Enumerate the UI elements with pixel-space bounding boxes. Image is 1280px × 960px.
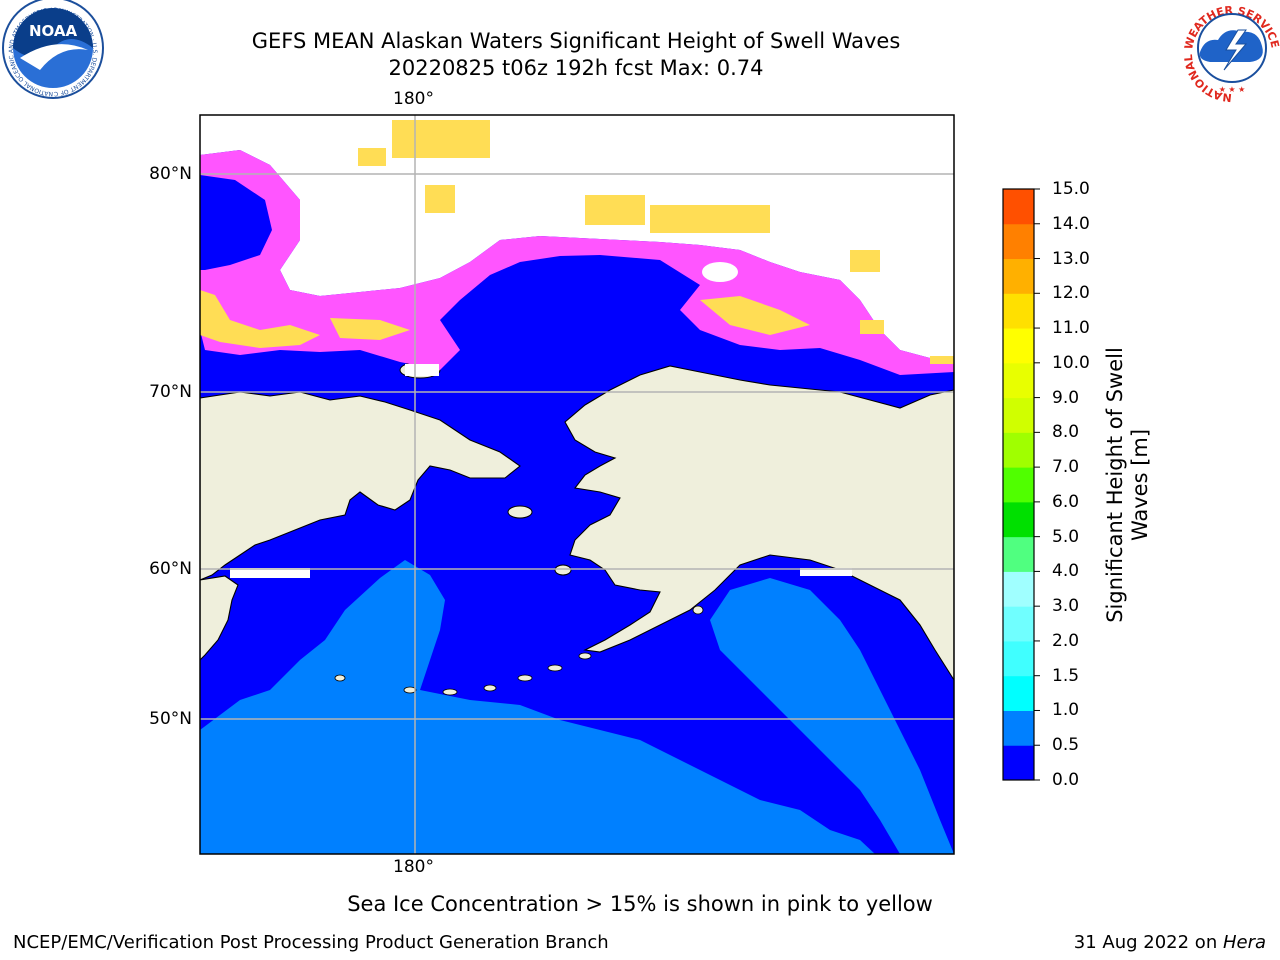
colorbar-tick-label: 4.0 (1052, 561, 1080, 582)
lat-label: 80°N (149, 164, 192, 184)
colorbar-band (1003, 432, 1034, 468)
colorbar-band (1003, 640, 1034, 677)
land-chukotka (200, 391, 521, 581)
colorbar-band (1003, 223, 1034, 260)
colorbar-band (1003, 258, 1034, 294)
colorbar (1003, 188, 1040, 781)
colorbar-label-line1: Significant Height of Swell (1103, 347, 1127, 623)
colorbar-label-line2: Waves [m] (1128, 428, 1152, 542)
sea-ice-yellow-patches (200, 120, 954, 364)
colorbar-tick-label: 15.0 (1052, 179, 1090, 199)
colorbar-band (1003, 710, 1034, 746)
colorbar-tick-label: 2.0 (1052, 630, 1080, 651)
colorbar-band (1003, 571, 1034, 607)
colorbar-band (1003, 675, 1034, 711)
lon-label-top: 180° (393, 89, 434, 109)
swell-region-southwest (200, 560, 875, 854)
arctic-no-data (200, 115, 954, 362)
island-nunivak (554, 564, 572, 576)
colorbar-band (1003, 397, 1034, 433)
colorbar-tick-label: 5.0 (1052, 526, 1080, 547)
colorbar-tick-label: 13.0 (1052, 248, 1090, 269)
map-area (200, 115, 954, 854)
chart-title: GEFS MEAN Alaskan Waters Significant Hei… (251, 29, 901, 53)
ice-note: Sea Ice Concentration > 15% is shown in … (347, 892, 933, 916)
colorbar-tick-label: 14.0 (1052, 213, 1090, 234)
map-frame (199, 114, 955, 855)
footer-date: 31 Aug 2022 on Hera (1074, 932, 1266, 954)
colorbar-tick-label: 0.0 (1052, 770, 1080, 790)
colorbar-band (1003, 536, 1034, 572)
colorbar-band (1003, 328, 1034, 364)
colorbar-tick-label: 9.0 (1052, 387, 1080, 408)
land-kamchatka (200, 575, 239, 661)
colorbar-band (1003, 362, 1034, 399)
footer-credit: NCEP/EMC/Verification Post Processing Pr… (13, 932, 609, 953)
colorbar-tick-label: 12.0 (1052, 283, 1090, 304)
lat-label: 70°N (149, 382, 192, 402)
footer-date-text: 31 Aug 2022 on (1073, 932, 1223, 953)
swell-region-southeast (710, 578, 954, 854)
colorbar-tick-label: 1.0 (1052, 700, 1080, 721)
aleutian-islands (334, 605, 704, 696)
colorbar-band (1003, 467, 1034, 503)
colorbar-frame (1002, 188, 1035, 781)
colorbar-tick-label: 10.0 (1052, 352, 1090, 373)
colorbar-tick-label: 1.5 (1052, 665, 1080, 686)
colorbar-tick-label: 8.0 (1052, 422, 1080, 443)
colorbar-tick-label: 0.5 (1052, 735, 1080, 756)
svg-text:★ ★ ★: ★ ★ ★ (1219, 85, 1246, 94)
colorbar-band (1003, 293, 1034, 329)
colorbar-band (1003, 189, 1034, 225)
colorbar-band (1003, 606, 1034, 642)
sea-ice-white-holes (230, 262, 852, 578)
nws-logo: NATIONAL WEATHER SERVICE ★ ★ ★ (1182, 0, 1280, 104)
colorbar-tick-label: 7.0 (1052, 457, 1080, 478)
island-st-lawrence (507, 505, 533, 519)
chart-subtitle: 20220825 t06z 192h fcst Max: 0.74 (388, 56, 764, 80)
footer-host: Hera (1222, 932, 1266, 953)
colorbar-band (1003, 501, 1034, 538)
colorbar-tick-label: 11.0 (1052, 318, 1090, 339)
lat-label: 60°N (149, 559, 192, 579)
colorbar-tick-label: 6.0 (1052, 491, 1080, 512)
lon-label-bottom: 180° (393, 857, 434, 877)
noaa-logo: NATIONAL OCEANIC AND ATMOSPHERIC ADMINIS… (0, 0, 104, 99)
colorbar-band (1003, 745, 1034, 781)
lat-label: 50°N (149, 709, 192, 729)
colorbar-tick-label: 3.0 (1052, 596, 1080, 617)
land-alaska (564, 365, 954, 682)
map-gridlines (200, 115, 954, 854)
noaa-logo-text: NOAA (29, 22, 78, 40)
ocean-pocket-northwest (200, 175, 272, 270)
